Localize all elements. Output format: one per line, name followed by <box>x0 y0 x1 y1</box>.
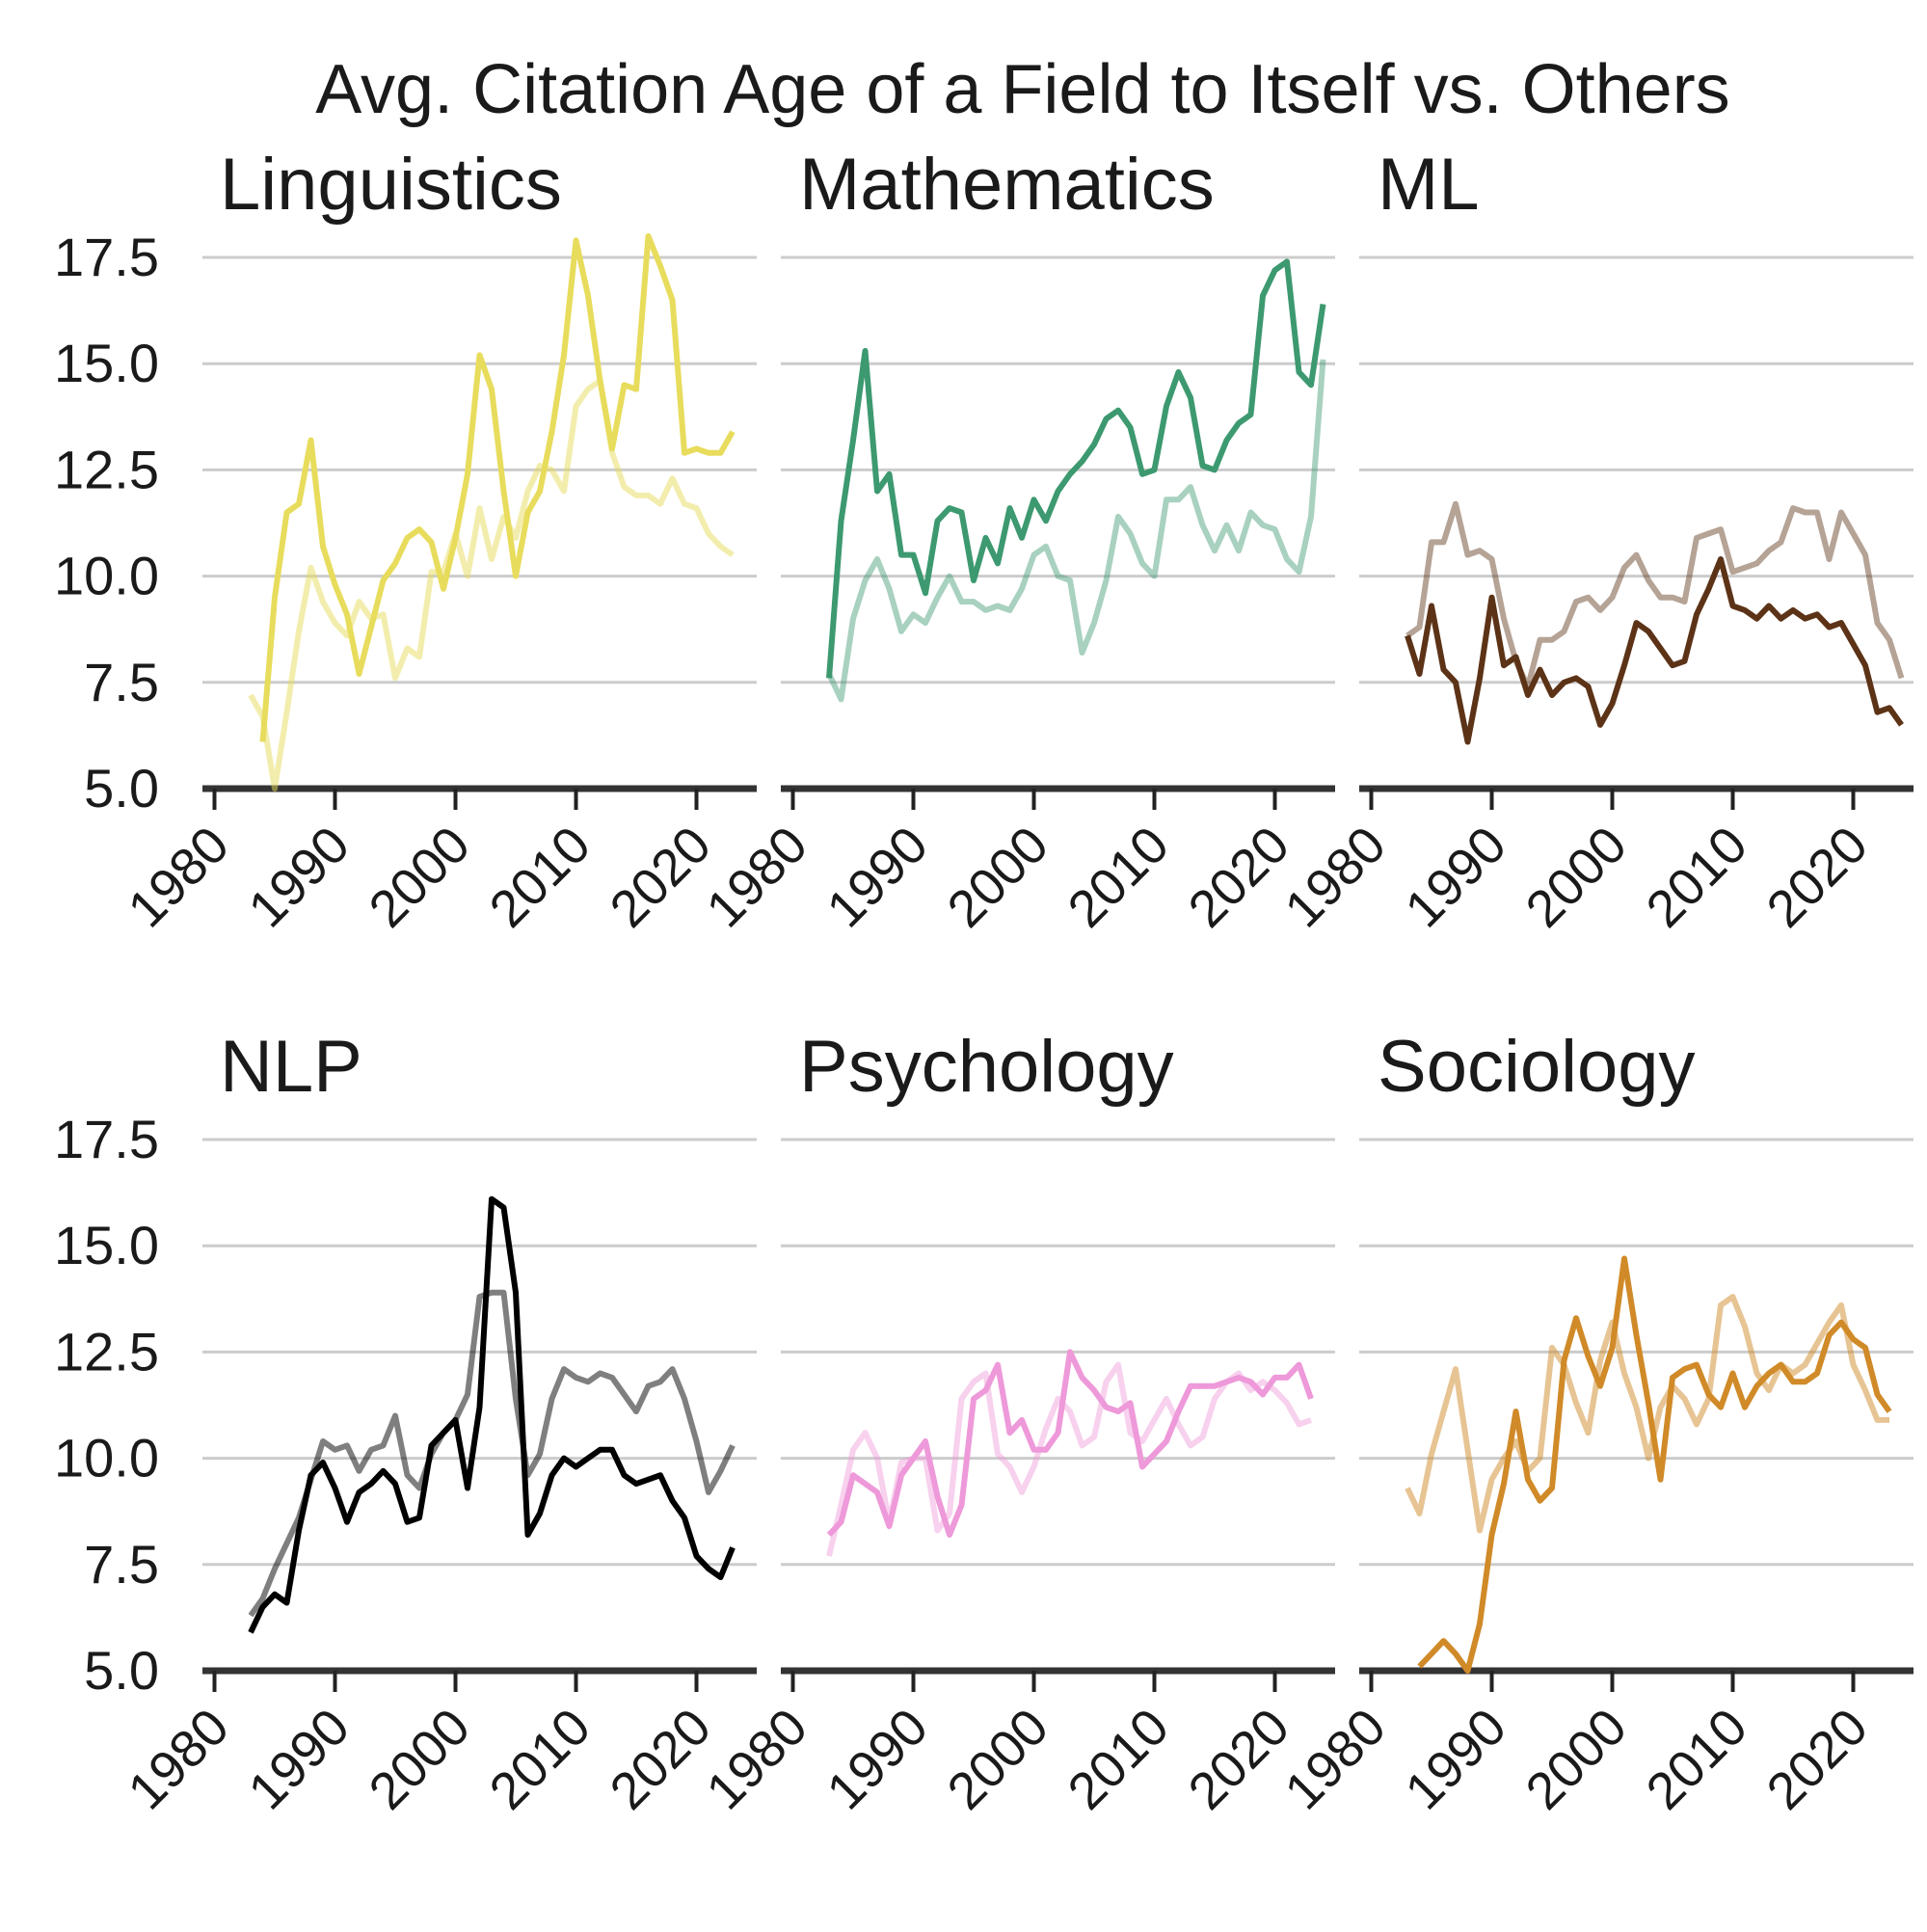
x-tick-label: 2000 <box>359 816 481 938</box>
y-tick-label: 12.5 <box>54 1321 159 1382</box>
panel-title: Psychology <box>799 1026 1174 1108</box>
panel-title: Mathematics <box>799 144 1215 226</box>
series-line-others <box>248 1289 736 1618</box>
x-tick-label: 2000 <box>937 1698 1059 1820</box>
x-tick-label: 1980 <box>118 1698 240 1820</box>
series-line-itself <box>1417 1255 1892 1674</box>
y-tick-label: 12.5 <box>54 439 159 499</box>
panel-title: Linguistics <box>220 144 562 226</box>
y-tick-label: 17.5 <box>54 1109 159 1169</box>
x-tick-label: 2020 <box>1756 816 1879 938</box>
y-tick-label: 10.0 <box>54 1428 159 1489</box>
x-tick-label: 1980 <box>696 816 818 938</box>
panel-nlp: NLP 5.0 7.5 10.0 12.5 15.0 17.5 198019902000201… <box>54 1026 757 1820</box>
series-line-others <box>826 359 1326 703</box>
x-tick-label: 2010 <box>1057 1698 1180 1820</box>
series-line-others <box>1405 1294 1889 1534</box>
x-tick-label: 1990 <box>1395 816 1517 938</box>
chart-title: Avg. Citation Age of a Field to Itself v… <box>315 51 1729 128</box>
y-tick-label: 5.0 <box>84 1640 159 1701</box>
series-line-others <box>248 377 735 792</box>
x-tick-label: 1980 <box>118 816 240 938</box>
x-tick-label: 1980 <box>696 1698 818 1820</box>
panel-linguistics: Linguistics 5.0 7.5 10.0 12.5 15.0 17.5 1980199… <box>54 144 757 938</box>
x-tick-label: 2010 <box>1636 816 1758 938</box>
y-tick-label: 7.5 <box>84 1534 159 1595</box>
series-line-itself <box>1405 556 1904 745</box>
panel-title: Sociology <box>1378 1026 1696 1108</box>
series-line-itself <box>259 233 736 742</box>
panel-title: ML <box>1378 144 1480 226</box>
x-tick-label: 1990 <box>238 1698 361 1820</box>
x-tick-label: 1990 <box>816 1698 939 1820</box>
panels: Linguistics5.07.510.012.515.017.51980199… <box>54 144 1914 1820</box>
x-tick-label: 2010 <box>479 1698 602 1820</box>
series-line-others <box>826 1361 1313 1557</box>
x-tick-label: 1990 <box>238 816 361 938</box>
x-tick-label: 2020 <box>1756 1698 1879 1820</box>
y-tick-label: 7.5 <box>84 652 159 712</box>
y-tick-label: 17.5 <box>54 227 159 287</box>
x-tick-label: 2020 <box>600 816 722 938</box>
x-tick-label: 1990 <box>1395 1698 1517 1820</box>
x-tick-label: 2000 <box>1515 816 1638 938</box>
x-tick-label: 2000 <box>937 816 1059 938</box>
x-tick-label: 1980 <box>1274 1698 1397 1820</box>
x-tick-label: 1980 <box>1274 816 1397 938</box>
x-tick-label: 2020 <box>1178 1698 1300 1820</box>
x-tick-label: 2000 <box>1515 1698 1638 1820</box>
y-tick-label: 15.0 <box>54 333 159 393</box>
y-tick-label: 10.0 <box>54 546 159 606</box>
x-tick-label: 2010 <box>1636 1698 1758 1820</box>
y-tick-label: 5.0 <box>84 758 159 818</box>
series-line-itself <box>248 1195 736 1634</box>
series-line-others <box>1405 500 1905 690</box>
series-line-itself <box>826 258 1326 679</box>
panel-title: NLP <box>220 1026 362 1108</box>
series-line-itself <box>826 1349 1314 1538</box>
x-tick-label: 2000 <box>359 1698 481 1820</box>
x-tick-label: 2020 <box>1178 816 1300 938</box>
x-tick-label: 2020 <box>600 1698 722 1820</box>
y-tick-label: 15.0 <box>54 1215 159 1275</box>
x-tick-label: 2010 <box>1057 816 1180 938</box>
x-tick-label: 1990 <box>816 816 939 938</box>
x-tick-label: 2010 <box>479 816 602 938</box>
